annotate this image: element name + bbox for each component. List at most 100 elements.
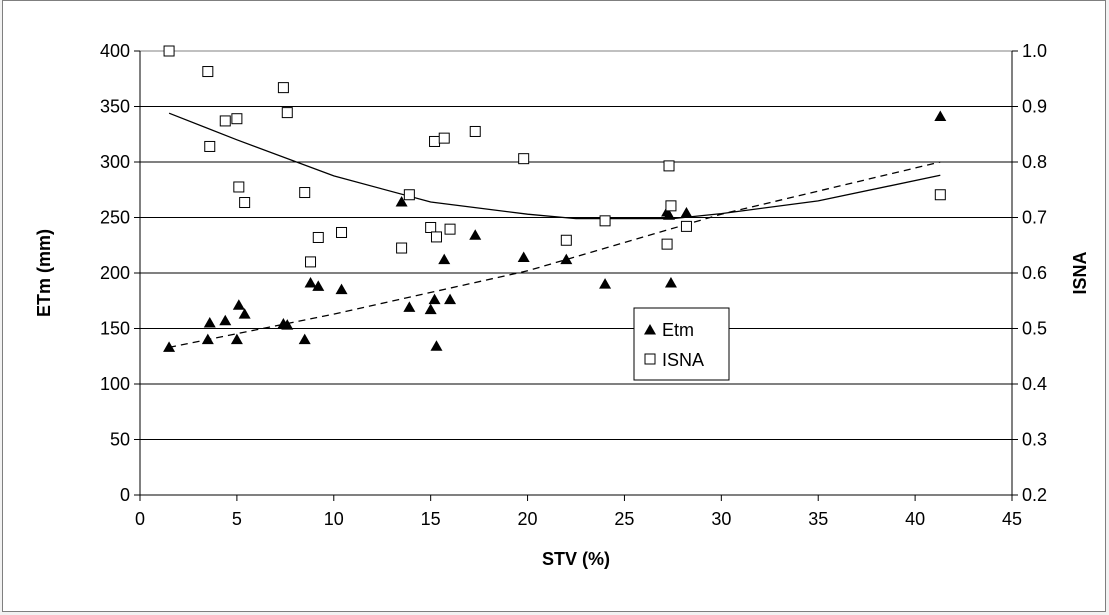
point-isna (680, 220, 692, 232)
point-isna (239, 197, 251, 209)
x-tick-label: 0 (135, 509, 145, 529)
point-etm (395, 195, 408, 207)
point-isna (396, 242, 408, 254)
point-isna (202, 66, 214, 78)
y2-tick-label: 0.3 (1022, 430, 1047, 450)
point-etm (312, 280, 325, 291)
point-etm (469, 229, 482, 240)
point-isna (233, 181, 245, 193)
y-tick-label: 150 (100, 319, 130, 339)
point-isna (312, 231, 324, 243)
scatter-chart: 0501001502002503003504000.20.30.40.50.60… (34, 41, 1090, 569)
y-tick-label: 350 (100, 97, 130, 117)
axes (134, 50, 1018, 501)
point-etm (438, 253, 451, 265)
y2-tick-label: 0.6 (1022, 263, 1047, 283)
point-etm (230, 333, 243, 345)
point-etm (599, 278, 612, 289)
legend-label-etm: Etm (662, 320, 694, 340)
point-isna (305, 256, 317, 268)
y2-tick-label: 0.5 (1022, 319, 1047, 339)
point-etm (238, 308, 251, 319)
y-tick-label: 300 (100, 152, 130, 172)
y2-axis-title: ISNA (1070, 251, 1090, 294)
point-etm (430, 340, 443, 351)
tick-labels: 0501001502002503003504000.20.30.40.50.60… (100, 41, 1047, 529)
y-tick-label: 50 (110, 430, 130, 450)
y2-tick-label: 0.9 (1022, 97, 1047, 117)
legend-label-isna: ISNA (662, 350, 704, 370)
y2-tick-label: 0.2 (1022, 485, 1047, 505)
x-tick-label: 30 (711, 509, 731, 529)
point-isna (163, 45, 175, 57)
legend-box (633, 307, 730, 381)
grid-lines (140, 50, 1012, 440)
point-isna (444, 223, 456, 235)
point-etm (517, 251, 530, 262)
point-isna (663, 160, 675, 172)
point-isna (336, 226, 348, 238)
point-isna (599, 215, 611, 227)
y2-tick-label: 0.8 (1022, 152, 1047, 172)
point-etm (560, 253, 573, 265)
point-isna (518, 153, 530, 165)
point-etm (219, 314, 232, 326)
point-isna (934, 189, 946, 201)
point-etm (335, 283, 348, 295)
point-etm (201, 333, 214, 345)
x-tick-label: 25 (614, 509, 634, 529)
legend-marker-etm (644, 324, 656, 335)
point-etm (424, 303, 437, 315)
point-isna (469, 125, 481, 137)
point-isna (231, 113, 243, 125)
y-tick-label: 100 (100, 374, 130, 394)
x-tick-label: 45 (1002, 509, 1022, 529)
y-tick-label: 250 (100, 208, 130, 228)
point-etm (663, 209, 676, 220)
point-etm (281, 319, 294, 330)
point-etm (304, 276, 317, 288)
point-etm (163, 341, 176, 352)
x-tick-label: 35 (808, 509, 828, 529)
x-tick-label: 40 (905, 509, 925, 529)
y2-tick-label: 0.4 (1022, 374, 1047, 394)
point-isna (661, 238, 673, 250)
point-isna (560, 234, 572, 246)
point-isna (665, 200, 677, 212)
y2-tick-label: 1.0 (1022, 41, 1047, 61)
x-tick-label: 10 (324, 509, 344, 529)
point-etm (680, 207, 693, 218)
legend: Etm ISNA (633, 307, 730, 381)
y2-tick-label: 0.7 (1022, 208, 1047, 228)
point-isna (277, 82, 289, 94)
data-points (163, 45, 947, 352)
point-etm (934, 110, 947, 121)
point-isna (299, 187, 311, 199)
x-tick-label: 20 (518, 509, 538, 529)
point-isna (430, 231, 442, 243)
trendline-isna (168, 112, 941, 220)
trendline-etm (168, 161, 941, 349)
point-etm (298, 333, 311, 345)
point-isna (438, 132, 450, 144)
point-etm (403, 301, 416, 312)
y-tick-label: 400 (100, 41, 130, 61)
point-isna (429, 135, 441, 147)
x-axis-title: STV (%) (542, 549, 610, 569)
point-isna (281, 107, 293, 119)
y-tick-label: 0 (120, 485, 130, 505)
point-etm (444, 293, 457, 305)
trendlines (168, 112, 941, 349)
point-etm (664, 276, 677, 288)
point-isna (403, 189, 415, 201)
point-isna (204, 140, 216, 152)
x-tick-label: 15 (421, 509, 441, 529)
point-etm (232, 299, 245, 310)
point-isna (425, 221, 437, 233)
legend-marker-isna (644, 353, 656, 365)
x-tick-label: 5 (232, 509, 242, 529)
point-etm (203, 316, 216, 328)
point-isna (219, 115, 231, 127)
y-axis-title: ETm (mm) (34, 229, 54, 317)
